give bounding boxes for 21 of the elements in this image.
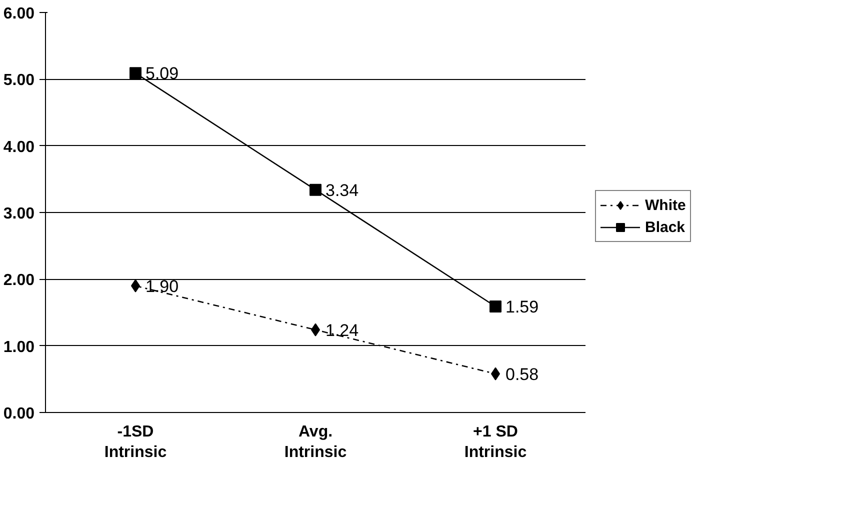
- x-tick-label: -1SD Intrinsic: [104, 424, 167, 461]
- x-tick-label: +1 SD Intrinsic: [464, 424, 527, 461]
- y-tick-label: 0.00: [3, 406, 35, 422]
- point: [490, 300, 502, 312]
- y-tick-label: 1.00: [3, 338, 35, 356]
- legend-label: White: [645, 196, 686, 214]
- data-label: 0.58: [506, 364, 539, 384]
- y-tick-label: 3.00: [3, 206, 35, 222]
- data-label: 3.34: [326, 180, 359, 200]
- point: [310, 184, 322, 196]
- y-tick-label: 4.00: [3, 138, 35, 156]
- y-tick-label: 6.00: [3, 6, 35, 22]
- data-label: 1.59: [506, 298, 539, 316]
- legend-label: Black: [645, 218, 686, 236]
- y-tick-label: 2.00: [3, 272, 35, 290]
- data-label: 5.09: [146, 64, 179, 84]
- point: [130, 67, 142, 80]
- y-tick-label: 5.00: [3, 72, 35, 90]
- x-tick-label: Avg. Intrinsic: [284, 424, 347, 461]
- data-label: 1.90: [146, 276, 179, 296]
- data-label: 1.24: [326, 320, 359, 340]
